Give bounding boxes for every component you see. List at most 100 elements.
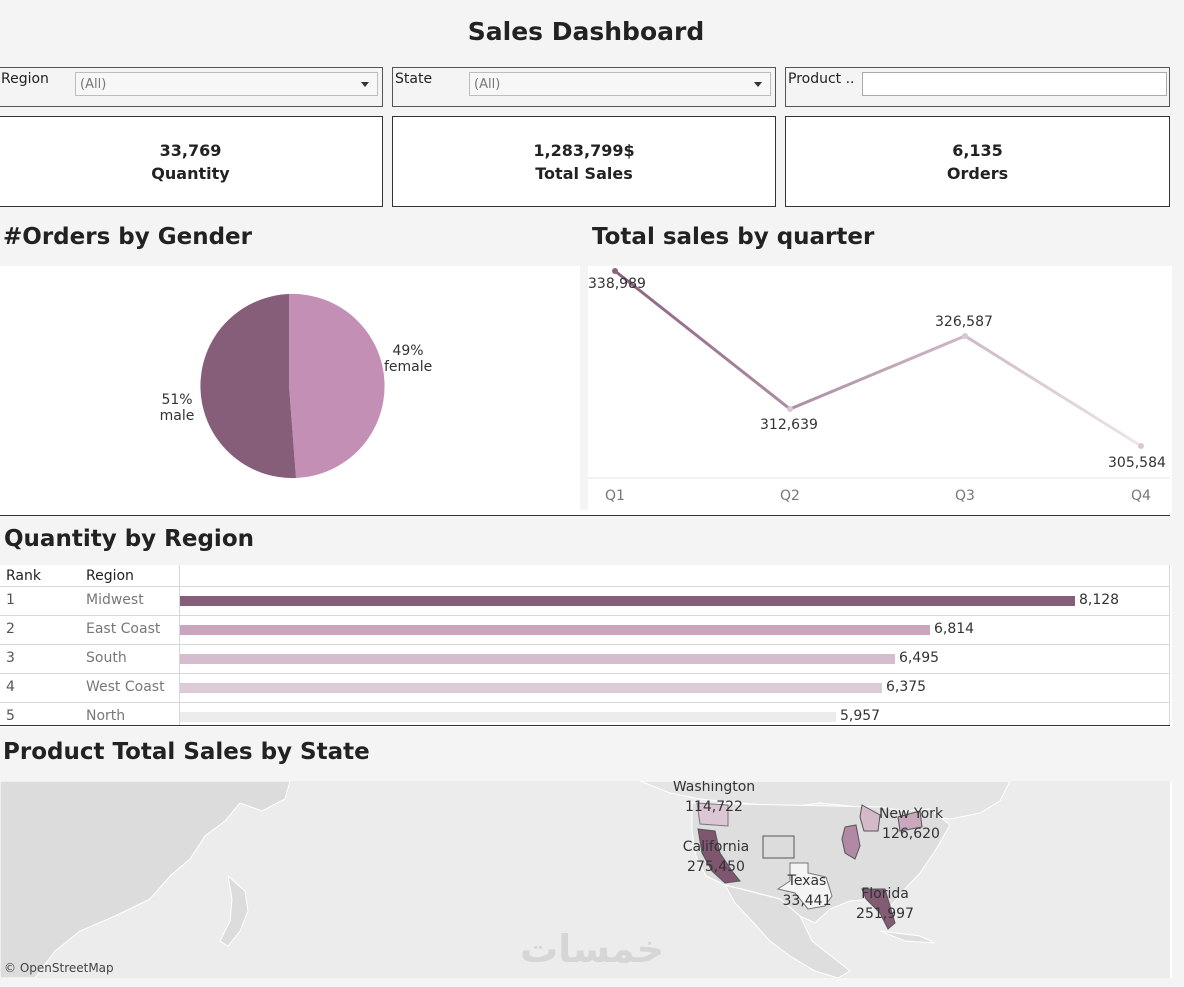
kpi-total-sales-value: 1,283,799$ bbox=[533, 140, 635, 160]
region-bar-label: 6,495 bbox=[899, 650, 940, 666]
table-row-divider bbox=[0, 673, 1170, 674]
dashboard-header: Sales Dashboard bbox=[0, 0, 1172, 62]
state-name: California bbox=[682, 839, 750, 855]
female-name: female bbox=[384, 359, 433, 375]
state-name: New York bbox=[878, 806, 944, 822]
state-value: 114,722 bbox=[685, 799, 743, 815]
state-illinois bbox=[841, 824, 861, 860]
region-cell: Midwest bbox=[86, 592, 144, 608]
region-bar[interactable] bbox=[180, 712, 836, 722]
table-row-divider bbox=[0, 644, 1170, 645]
region-bar-label: 6,375 bbox=[886, 679, 927, 695]
map-label-texas: Texas 33,441 bbox=[775, 871, 839, 911]
region-header: Region bbox=[86, 568, 134, 584]
table-vertical-divider bbox=[179, 565, 180, 726]
footer-band bbox=[0, 978, 1184, 987]
watermark: خمسات bbox=[520, 927, 664, 971]
gender-pie bbox=[200, 293, 385, 479]
kpi-total-sales-label: Total Sales bbox=[535, 163, 633, 183]
data-label: 338,989 bbox=[588, 276, 646, 292]
rank-cell: 5 bbox=[6, 708, 15, 724]
quarter-line-chart: 338,989 Q1 312,639 Q2 326,587 Q3 305,584 Q4 bbox=[588, 268, 1170, 504]
region-bar[interactable] bbox=[180, 683, 882, 693]
kpi-total-sales: 1,283,799$ Total Sales bbox=[392, 116, 776, 207]
kpi-orders: 6,135 Orders bbox=[785, 116, 1170, 207]
map-label-new-york: New York 126,620 bbox=[873, 804, 949, 844]
pie-slice-male[interactable] bbox=[200, 294, 296, 479]
map-attribution[interactable]: © OpenStreetMap bbox=[4, 961, 114, 975]
map-title: Product Total Sales by State bbox=[3, 739, 370, 765]
state-value: 126,620 bbox=[882, 826, 940, 842]
state-texas bbox=[776, 862, 833, 910]
kpi-quantity-label: Quantity bbox=[151, 163, 230, 183]
table-row-divider bbox=[0, 702, 1170, 703]
state-name: Texas bbox=[787, 873, 827, 889]
data-point[interactable] bbox=[787, 406, 793, 413]
x-tick-label: Q3 bbox=[955, 488, 975, 504]
x-tick-label: Q1 bbox=[605, 488, 625, 504]
kpi-orders-label: Orders bbox=[946, 163, 1009, 183]
state-michigan bbox=[859, 804, 881, 832]
table-row-divider bbox=[0, 586, 1170, 587]
pie-slice-female[interactable] bbox=[289, 293, 385, 478]
map-background bbox=[0, 781, 1011, 978]
data-point[interactable] bbox=[962, 332, 968, 339]
data-label: 312,639 bbox=[760, 417, 818, 433]
page-title: Sales Dashboard bbox=[467, 16, 705, 46]
state-filter: State (All) bbox=[392, 67, 776, 107]
sales-line bbox=[614, 269, 1142, 448]
rank-cell: 2 bbox=[6, 621, 15, 637]
region-title-band: Quantity by Region bbox=[0, 516, 1172, 565]
state-filter-label: State bbox=[395, 71, 433, 87]
state-value: 275,450 bbox=[687, 859, 745, 875]
data-point[interactable] bbox=[612, 268, 618, 274]
region-cell: South bbox=[86, 650, 127, 666]
rank-cell: 3 bbox=[6, 650, 15, 666]
region-bar[interactable] bbox=[180, 654, 895, 664]
region-table: Rank Region 1 Midwest 8,128 2 East Coast 6,81… bbox=[0, 565, 1170, 726]
quarter-title-band: Total sales by quarter bbox=[585, 214, 1172, 266]
product-filter-label: Product .. bbox=[788, 71, 855, 87]
region-table-title: Quantity by Region bbox=[4, 526, 254, 552]
region-filter: Region (All) bbox=[0, 67, 383, 107]
region-bar[interactable] bbox=[180, 596, 1075, 606]
region-dropdown-value: (All) bbox=[80, 77, 107, 92]
female-slice-label: 49% female bbox=[384, 343, 432, 375]
state-value: 251,997 bbox=[856, 906, 914, 922]
data-point[interactable] bbox=[1138, 443, 1144, 449]
product-search-input[interactable] bbox=[862, 72, 1167, 96]
data-label: 305,584 bbox=[1108, 455, 1166, 471]
quarter-chart: 338,989 Q1 312,639 Q2 326,587 Q3 305,584 Q4 bbox=[588, 266, 1170, 510]
map-label-california: California 275,450 bbox=[678, 837, 754, 877]
chevron-down-icon bbox=[361, 82, 369, 87]
product-filter: Product .. bbox=[785, 67, 1170, 107]
gender-chart: 49% female 51% male bbox=[0, 266, 580, 510]
rank-cell: 4 bbox=[6, 679, 15, 695]
state-name: Washington bbox=[672, 781, 756, 795]
x-tick-label: Q2 bbox=[780, 488, 800, 504]
state-dropdown[interactable]: (All) bbox=[469, 72, 771, 96]
state-colorado bbox=[762, 835, 795, 859]
x-tick-label: Q4 bbox=[1131, 488, 1151, 504]
region-bar[interactable] bbox=[180, 625, 930, 635]
chevron-down-icon bbox=[754, 82, 762, 87]
right-edge bbox=[1172, 0, 1184, 987]
region-cell: West Coast bbox=[86, 679, 165, 695]
gender-chart-title: #Orders by Gender bbox=[3, 224, 252, 250]
rank-cell: 1 bbox=[6, 592, 15, 608]
rank-header: Rank bbox=[6, 568, 41, 584]
state-florida bbox=[861, 888, 896, 930]
male-pct: 51% bbox=[161, 392, 193, 408]
gender-title-band: #Orders by Gender bbox=[0, 214, 585, 266]
kpi-orders-value: 6,135 bbox=[952, 140, 1003, 160]
male-name: male bbox=[159, 408, 195, 424]
region-dropdown[interactable]: (All) bbox=[75, 72, 378, 96]
state-washington bbox=[696, 802, 729, 827]
male-slice-label: 51% male bbox=[156, 392, 198, 424]
data-label: 326,587 bbox=[935, 314, 993, 330]
state-map[interactable]: Washington 114,722 New York 126,620 Cali… bbox=[0, 781, 1170, 978]
female-pct: 49% bbox=[392, 343, 424, 359]
state-dropdown-value: (All) bbox=[474, 77, 501, 92]
region-cell: North bbox=[86, 708, 126, 724]
table-bottom-border bbox=[0, 725, 1170, 726]
